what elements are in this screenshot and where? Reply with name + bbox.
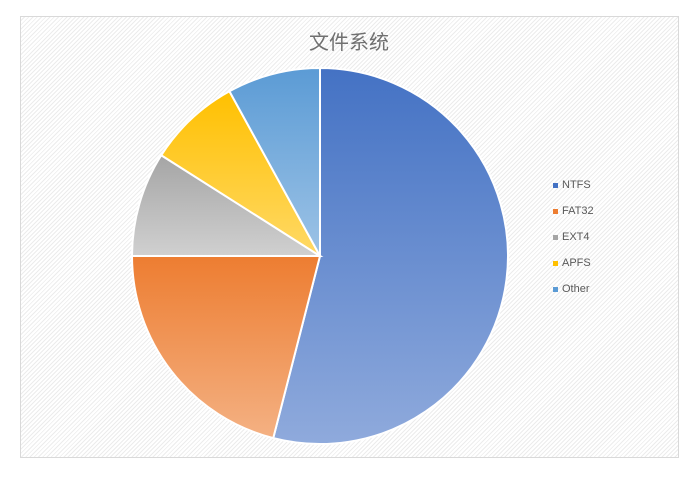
legend-item: NTFS (553, 172, 594, 198)
legend-swatch (553, 286, 558, 292)
legend-item: FAT32 (553, 198, 594, 224)
pie-slice-fat32 (130, 255, 322, 440)
chart-title: 文件系统 (309, 30, 389, 54)
legend-swatch (553, 182, 558, 188)
legend-label: FAT32 (562, 205, 594, 217)
legend-swatch (553, 260, 558, 266)
pie-slice-apfs (159, 89, 321, 257)
legend-label: NTFS (562, 179, 591, 191)
legend-swatch (553, 208, 558, 214)
pie-slice-ext4 (130, 153, 324, 257)
pie-slice-other (228, 66, 321, 257)
legend-item: APFS (553, 250, 594, 276)
legend-label: Other (562, 283, 590, 295)
legend-swatch (553, 234, 558, 240)
legend: NTFS FAT32 EXT4 APFS Other (553, 172, 594, 302)
legend-label: EXT4 (562, 231, 590, 243)
legend-item: Other (553, 276, 594, 302)
pie-slice-ntfs (272, 66, 509, 445)
legend-label: APFS (562, 257, 591, 269)
legend-item: EXT4 (553, 224, 594, 250)
